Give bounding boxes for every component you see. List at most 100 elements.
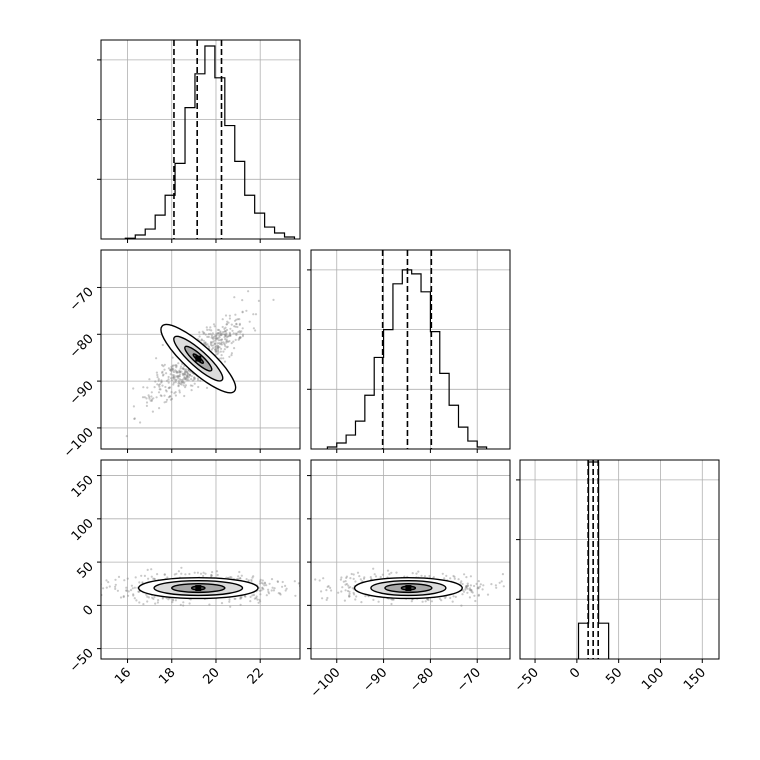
scatter-point [224,345,227,348]
scatter-point [297,582,300,585]
scatter-point [229,327,232,330]
scatter-point [217,337,220,340]
scatter-point [213,325,216,328]
scatter-point [190,378,193,381]
scatter-point [158,385,161,388]
scatter-point [470,590,473,593]
scatter-point [219,333,222,336]
scatter-point [133,417,136,420]
scatter-point [187,373,190,376]
scatter-point [235,323,238,326]
scatter-point [131,587,134,590]
scatter-point [161,364,164,367]
scatter-point [277,592,280,595]
scatter-point [390,571,393,574]
scatter-point [233,319,237,322]
scatter-point [181,380,184,383]
scatter-point [466,584,469,587]
scatter-point [260,589,263,592]
scatter-point [160,380,163,383]
scatter-point [145,593,148,596]
scatter-point [177,362,180,365]
scatter-point [228,317,231,320]
scatter-point [156,383,159,386]
x-tick-label: −100 [308,665,344,701]
scatter-point [172,599,175,602]
histogram-bin [355,421,364,449]
scatter-point [361,580,364,583]
scatter-point [233,597,236,600]
scatter-point [186,377,189,380]
scatter-point [249,600,252,603]
scatter-point [222,331,225,334]
scatter-point [254,313,258,316]
scatter-point [263,584,266,587]
scatter-point [224,330,227,333]
scatter-point [226,345,229,348]
scatter-point [178,381,181,384]
scatter-point [154,602,157,605]
scatter-point [141,396,145,399]
scatter-point [148,378,151,381]
scatter-point [209,343,212,346]
scatter-point [212,323,216,326]
scatter-point [374,575,378,578]
scatter-point [270,589,273,592]
scatter-point [172,376,175,379]
scatter-point [220,338,224,341]
scatter-point [252,313,255,316]
scatter-point [428,574,431,578]
scatter-point [125,435,128,438]
histogram-bin [365,395,374,449]
scatter-point [168,395,172,398]
scatter-point [478,585,481,588]
scatter-point [86,590,88,592]
scatter-point [348,595,351,598]
scatter-point [440,599,443,602]
scatter-point [190,375,193,378]
scatter-point [272,589,275,592]
scatter-point [200,339,203,342]
scatter-point [142,386,145,389]
scatter-point [147,577,150,580]
scatter-point [241,311,244,314]
scatter-point [247,579,250,582]
scatter-point [452,595,455,598]
scatter-point [273,587,276,590]
scatter-point [122,595,125,599]
scatter-point [157,379,160,382]
scatter-point [445,574,448,578]
panel-border [310,459,511,660]
scatter-point [177,371,180,374]
scatter-point [240,597,243,600]
x-tick-label: 150 [681,665,709,693]
scatter-point [184,378,187,381]
scatter-point [165,379,169,382]
scatter-point [325,598,328,602]
scatter-point [237,577,240,581]
scatter-point [343,599,346,602]
scatter-point [225,341,228,344]
scatter-point [218,342,221,345]
scatter-point [223,336,226,339]
scatter-point [216,346,219,349]
scatter-point [166,576,169,579]
scatter-point [348,590,351,593]
scatter-point [220,354,223,357]
scatter-point [183,375,186,379]
scatter-point [466,591,469,594]
scatter-point [486,593,490,596]
scatter-point [184,376,187,379]
scatter-point [147,596,150,599]
scatter-point [211,336,214,339]
scatter-point [215,570,219,573]
scatter-point [176,374,179,377]
scatter-point [210,573,213,577]
scatter-point [239,331,242,334]
scatter-point [281,580,284,584]
scatter-point [449,596,452,600]
scatter-point [272,298,275,301]
x-tick-label: 50 [603,665,625,687]
scatter-point [294,601,296,603]
y-tick-label: 50 [75,559,97,581]
